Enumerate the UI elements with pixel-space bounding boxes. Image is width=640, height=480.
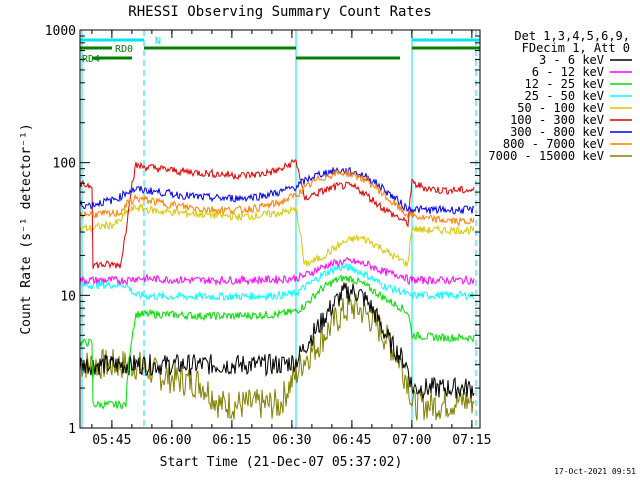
legend-entry-label: 3 - 6 keV <box>539 53 604 67</box>
series-line <box>80 169 475 227</box>
chart-title: RHESSI Observing Summary Count Rates <box>128 4 431 20</box>
legend-entry-label: 25 - 50 keV <box>525 89 604 103</box>
y-tick-label: 10 <box>60 289 76 304</box>
legend-header-line-2: FDecim 1, Att 0 <box>522 41 630 55</box>
status-bar-label: RD0 <box>115 44 133 55</box>
y-tick-label: 100 <box>53 157 76 172</box>
legend-entry-label: 300 - 800 keV <box>510 125 604 139</box>
series-line <box>80 256 475 287</box>
status-bar-label: N <box>155 36 161 47</box>
legend: Det 1,3,4,5,6,9, FDecim 1, Att 0 3 - 6 k… <box>488 29 632 163</box>
series-6-12-kev <box>80 256 475 287</box>
series-12-25-kev <box>80 274 475 410</box>
series-100-300-kev <box>80 158 475 269</box>
series-800-7000-kev <box>80 169 475 227</box>
series-line <box>80 293 475 421</box>
x-tick-label: 06:15 <box>212 433 251 448</box>
x-tick-label: 05:45 <box>92 433 131 448</box>
series-line <box>80 202 475 268</box>
series-3-6-kev <box>80 282 475 400</box>
series-300-800-kev <box>80 167 475 215</box>
x-axis: 05:45 06:00 06:15 06:30 06:45 07:00 07:15 <box>91 30 491 448</box>
legend-entry-label: 800 - 7000 keV <box>503 137 604 151</box>
series-line <box>80 282 475 400</box>
plot-area <box>80 30 480 428</box>
series-25-50-kev <box>80 262 475 302</box>
y-tick-label: 1000 <box>45 24 76 39</box>
y-tick-label: 1 <box>68 422 76 437</box>
y-axis: 1 10 100 1000 <box>45 24 480 437</box>
legend-header-line-1: Det 1,3,4,5,6,9, <box>514 29 630 43</box>
legend-entry-label: 50 - 100 keV <box>517 101 604 115</box>
series-line <box>80 158 475 269</box>
y-axis-label: Count Rate (s⁻¹ detector⁻¹) <box>19 123 34 334</box>
series-7000-15000-kev <box>80 293 475 421</box>
x-tick-label: 06:30 <box>272 433 311 448</box>
legend-entry-label: 7000 - 15000 keV <box>488 149 604 163</box>
x-axis-label: Start Time (21-Dec-07 05:37:02) <box>160 455 403 470</box>
series-line <box>80 262 475 302</box>
legend-entry-label: 12 - 25 keV <box>525 77 604 91</box>
status-bar-label: RD4 <box>82 54 100 65</box>
x-tick-label: 07:15 <box>452 433 491 448</box>
x-tick-label: 07:00 <box>392 433 431 448</box>
legend-entry-label: 100 - 300 keV <box>510 113 604 127</box>
x-tick-label: 06:45 <box>332 433 371 448</box>
plot-frame <box>79 29 481 429</box>
series-line <box>80 274 475 410</box>
series-50-100-kev <box>80 202 475 268</box>
timestamp: 17-Oct-2021 09:51 <box>554 467 636 476</box>
legend-entry-label: 6 - 12 keV <box>532 65 604 79</box>
series-line <box>80 167 475 215</box>
x-tick-label: 06:00 <box>152 433 191 448</box>
